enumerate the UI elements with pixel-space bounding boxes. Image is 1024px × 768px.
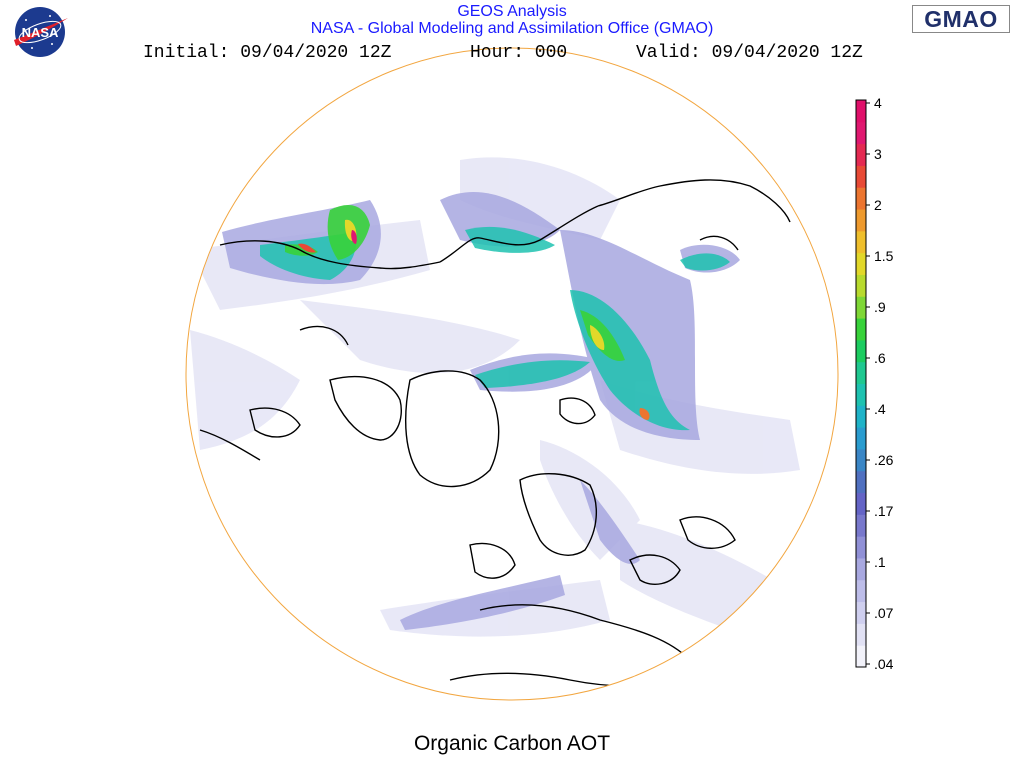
nasa-logo-text: NASA bbox=[22, 25, 59, 40]
colorbar-tick-label: 1.5 bbox=[874, 248, 894, 264]
colorbar-swatch bbox=[856, 252, 866, 275]
colorbar-swatch bbox=[856, 492, 866, 515]
colorbar-swatch bbox=[856, 645, 866, 668]
colorbar-swatch bbox=[856, 470, 866, 494]
colorbar-tick-label: .1 bbox=[874, 554, 886, 570]
colorbar-swatch bbox=[856, 557, 866, 581]
colorbar-swatch bbox=[856, 405, 866, 428]
colorbar-swatch bbox=[856, 318, 866, 341]
colorbar-swatch bbox=[856, 209, 866, 232]
colorbar-swatch bbox=[856, 187, 866, 210]
colorbar-swatch bbox=[856, 579, 866, 603]
colorbar-swatch bbox=[856, 296, 866, 319]
nasa-meatball-logo: NASA bbox=[14, 7, 68, 57]
colorbar-frame bbox=[855, 99, 867, 668]
colorbar-swatch bbox=[856, 623, 866, 646]
colorbar-tick-label: .6 bbox=[874, 350, 886, 366]
colorbar-swatch bbox=[856, 121, 866, 145]
colorbar-swatch bbox=[856, 448, 866, 472]
colorbar-tick-label: .04 bbox=[874, 656, 894, 672]
initial-time: Initial: 09/04/2020 12Z bbox=[143, 43, 392, 63]
colorbar-swatch bbox=[856, 230, 866, 254]
map-title: Organic Carbon AOT bbox=[413, 732, 611, 755]
colorbar-tick-label: .26 bbox=[874, 452, 894, 468]
colorbar-tick-label: .07 bbox=[874, 605, 894, 621]
colorbar-swatch bbox=[856, 361, 866, 384]
colorbar-tick-label: 4 bbox=[874, 95, 882, 111]
colorbar-swatch bbox=[856, 536, 866, 559]
colorbar-tick-label: 3 bbox=[874, 146, 882, 162]
colorbar-swatch bbox=[856, 427, 866, 450]
forecast-hour: Hour: 000 bbox=[470, 43, 568, 63]
colorbar-swatch bbox=[856, 601, 866, 624]
colorbar-tick-label: .17 bbox=[874, 503, 894, 519]
colorbar-swatch bbox=[856, 143, 866, 166]
title-line-2: NASA - Global Modeling and Assimilation … bbox=[310, 20, 714, 37]
colorbar-swatch bbox=[856, 514, 866, 537]
colorbar-swatch bbox=[856, 339, 866, 363]
colorbar-swatch bbox=[856, 274, 866, 297]
colorbar-tick-label: .4 bbox=[874, 401, 886, 417]
coastlines bbox=[199, 179, 791, 687]
colorbar-swatch bbox=[856, 383, 866, 406]
colorbar-swatch bbox=[856, 165, 866, 188]
map-boundary bbox=[185, 47, 839, 701]
valid-time: Valid: 09/04/2020 12Z bbox=[636, 43, 863, 63]
colorbar-swatch bbox=[856, 100, 866, 123]
title-line-1: GEOS Analysis bbox=[457, 3, 567, 20]
gmao-logo: GMAO bbox=[912, 5, 1010, 33]
colorbar-tick-label: .9 bbox=[874, 299, 886, 315]
colorbar: 4 3 2 1.5 .9 .6 .4 .26 .17 .1 .07 .04 bbox=[855, 95, 894, 672]
aot-peak-layer bbox=[298, 219, 650, 420]
colorbar-tick-label: 2 bbox=[874, 197, 882, 213]
